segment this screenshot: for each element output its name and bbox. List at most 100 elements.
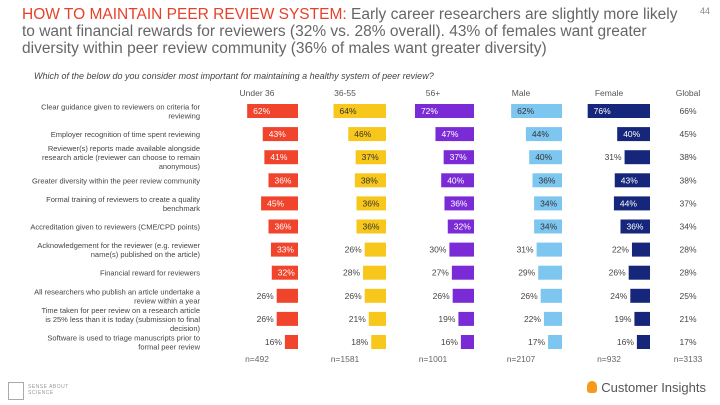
bar-label-1-7: 28% bbox=[343, 268, 360, 278]
bar-label-1-4: 36% bbox=[362, 198, 379, 208]
bar-label-1-6: 26% bbox=[345, 245, 362, 255]
bar-4-8 bbox=[630, 288, 650, 303]
bar-1-7 bbox=[363, 265, 386, 280]
global-value-2: 38% bbox=[679, 152, 696, 162]
category-label-3: Greater diversity within the peer review… bbox=[32, 176, 200, 185]
bar-label-4-10: 16% bbox=[617, 337, 634, 347]
bar-label-3-1: 44% bbox=[532, 129, 549, 139]
bar-label-2-5: 32% bbox=[454, 222, 471, 232]
bar-label-0-6: 33% bbox=[277, 245, 294, 255]
bar-label-3-6: 31% bbox=[517, 245, 534, 255]
series-n-1: n=1581 bbox=[331, 354, 360, 364]
bar-1-4 bbox=[356, 196, 386, 211]
bar-label-0-1: 43% bbox=[269, 129, 286, 139]
right-logo-text: Customer Insights bbox=[601, 380, 706, 395]
category-label-0: Clear guidance given to reviewers on cri… bbox=[41, 103, 200, 121]
bar-label-3-10: 17% bbox=[528, 337, 545, 347]
category-label-7: Financial reward for reviewers bbox=[100, 269, 200, 278]
bar-label-2-8: 26% bbox=[433, 291, 450, 301]
global-value-3: 38% bbox=[679, 175, 696, 185]
bar-2-10 bbox=[460, 335, 474, 349]
category-label-6: Acknowledgement for the reviewer (e.g. r… bbox=[37, 241, 200, 259]
lightbulb-icon bbox=[587, 381, 598, 393]
bar-label-4-7: 26% bbox=[609, 268, 626, 278]
bar-label-3-0: 62% bbox=[517, 106, 534, 116]
bar-3-8 bbox=[540, 288, 562, 303]
series-header-4: Female bbox=[595, 88, 624, 98]
bar-4-9 bbox=[634, 311, 650, 326]
bar-1-10 bbox=[371, 335, 386, 349]
page-number: 44 bbox=[699, 6, 710, 16]
category-label-4: Formal training of reviewers to create a… bbox=[46, 195, 200, 213]
bar-label-4-1: 40% bbox=[623, 129, 640, 139]
bar-4-7 bbox=[628, 265, 650, 280]
bar-label-3-9: 22% bbox=[524, 314, 541, 324]
bar-1-9 bbox=[368, 311, 386, 326]
series-n-0: n=492 bbox=[245, 354, 269, 364]
bar-label-0-5: 36% bbox=[274, 222, 291, 232]
customer-insights-logo: Customer Insights bbox=[587, 380, 706, 395]
bar-1-6 bbox=[364, 242, 386, 257]
bar-2-5 bbox=[447, 219, 474, 234]
global-value-9: 21% bbox=[679, 314, 696, 324]
title-body: Early career researchers are slightly mo… bbox=[22, 6, 678, 57]
bar-3-1 bbox=[525, 127, 562, 142]
bar-4-2 bbox=[624, 150, 650, 165]
bar-3-6 bbox=[536, 242, 562, 257]
global-value-7: 28% bbox=[679, 268, 696, 278]
bar-0-9 bbox=[276, 311, 298, 326]
bar-label-1-10: 18% bbox=[351, 337, 368, 347]
bar-3-2 bbox=[529, 150, 562, 165]
bar-0-0 bbox=[247, 104, 298, 118]
bar-2-1 bbox=[435, 127, 474, 142]
bar-label-0-3: 36% bbox=[274, 175, 291, 185]
global-value-0: 66% bbox=[679, 106, 696, 116]
bar-label-3-3: 36% bbox=[538, 175, 555, 185]
category-label-2: Reviewer(s) reports made available along… bbox=[42, 144, 200, 171]
bar-1-5 bbox=[356, 219, 386, 234]
bar-label-3-2: 40% bbox=[535, 152, 552, 162]
slide-title: HOW TO MAINTAIN PEER REVIEW SYSTEM: Earl… bbox=[22, 6, 682, 57]
bar-4-0 bbox=[587, 104, 650, 118]
bar-3-0 bbox=[511, 104, 562, 118]
bar-4-1 bbox=[617, 127, 650, 142]
global-value-8: 25% bbox=[679, 291, 696, 301]
left-logo-text: SENSE ABOUT SCIENCE bbox=[28, 384, 69, 396]
category-label-9: Time taken for peer review on a research… bbox=[41, 306, 200, 333]
bar-4-6 bbox=[631, 242, 650, 257]
bar-0-2 bbox=[264, 150, 298, 165]
bar-3-10 bbox=[548, 335, 562, 349]
bar-label-0-9: 26% bbox=[257, 314, 274, 324]
bar-1-8 bbox=[364, 288, 386, 303]
series-header-3: Male bbox=[512, 88, 531, 98]
bar-2-6 bbox=[449, 242, 474, 257]
sense-about-science-logo: SENSE ABOUT SCIENCE bbox=[8, 382, 78, 400]
bar-label-0-0: 62% bbox=[253, 106, 270, 116]
bar-label-1-0: 64% bbox=[340, 106, 357, 116]
bar-3-3 bbox=[532, 173, 562, 188]
bar-3-9 bbox=[543, 311, 562, 326]
bar-label-1-2: 37% bbox=[362, 152, 379, 162]
bar-label-1-5: 36% bbox=[362, 222, 379, 232]
bar-2-4 bbox=[444, 196, 474, 211]
bar-label-0-7: 32% bbox=[278, 268, 295, 278]
bar-0-3 bbox=[268, 173, 298, 188]
category-label-5: Accreditation given to reviewers (CME/CP… bbox=[30, 223, 200, 232]
bar-label-2-6: 30% bbox=[429, 245, 446, 255]
bar-label-3-7: 29% bbox=[518, 268, 535, 278]
bar-label-3-8: 26% bbox=[521, 291, 538, 301]
series-n-3: n=2107 bbox=[507, 354, 536, 364]
bar-label-0-8: 26% bbox=[257, 291, 274, 301]
bar-2-3 bbox=[441, 173, 474, 188]
category-label-8: All researchers who publish an article u… bbox=[34, 287, 201, 305]
bar-label-4-8: 24% bbox=[610, 291, 627, 301]
bar-1-0 bbox=[333, 104, 386, 118]
bar-2-9 bbox=[458, 311, 474, 326]
bar-0-1 bbox=[262, 127, 298, 142]
bar-0-5 bbox=[268, 219, 298, 234]
series-n-2: n=1001 bbox=[419, 354, 448, 364]
bar-4-4 bbox=[613, 196, 650, 211]
global-value-4: 37% bbox=[679, 198, 696, 208]
title-lead: HOW TO MAINTAIN PEER REVIEW SYSTEM: bbox=[22, 6, 347, 23]
category-label-10: Software is used to triage manuscripts p… bbox=[47, 334, 200, 352]
